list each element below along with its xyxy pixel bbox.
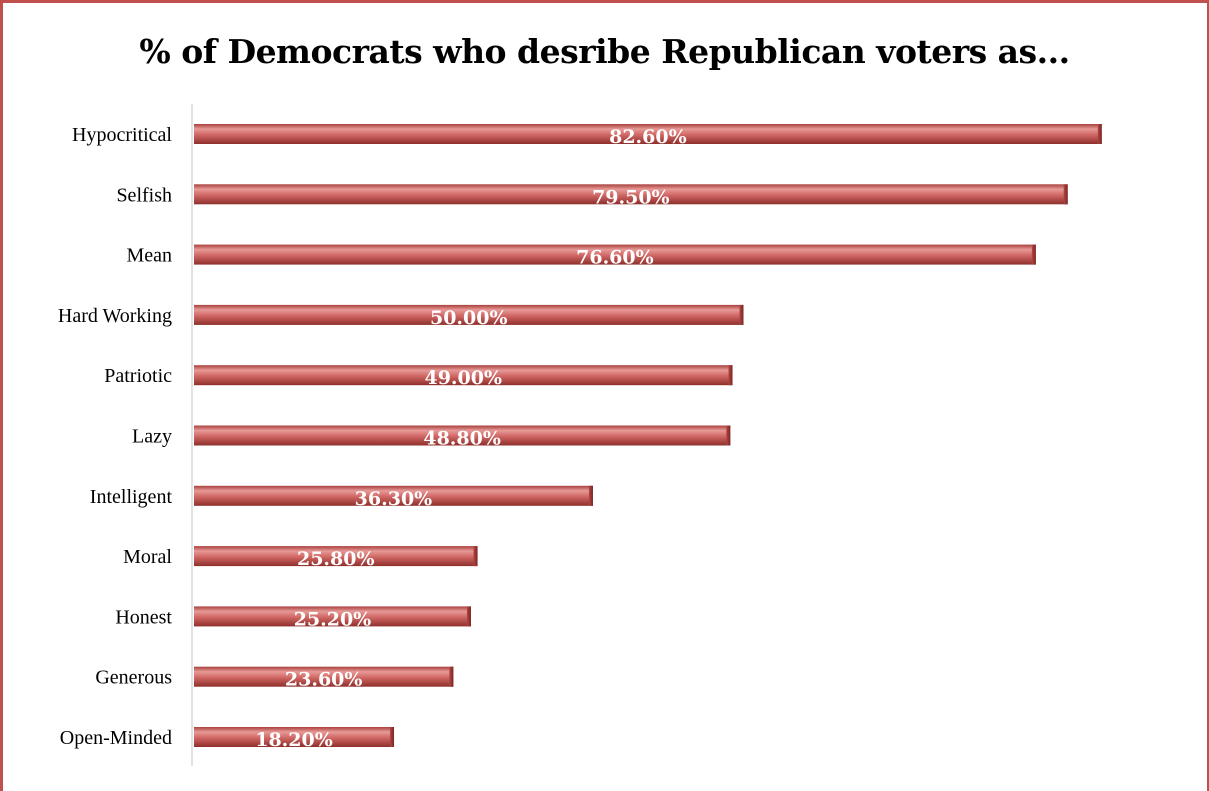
bar-lazy: [194, 425, 731, 446]
bar-hypocritical: [194, 124, 1102, 144]
category-label-hard-working: Hard Working: [58, 305, 172, 327]
bar-cap-lazy: [726, 425, 731, 446]
value-label-mean: 76.60%: [576, 247, 654, 269]
category-label-intelligent: Intelligent: [90, 486, 173, 508]
value-label-selfish: 79.50%: [592, 186, 670, 208]
bar-cap-intelligent: [588, 485, 593, 506]
value-label-hypocritical: 82.60%: [609, 126, 687, 148]
bar-mean: [194, 244, 1036, 265]
frame-left-border: [0, 0, 3, 791]
category-label-lazy: Lazy: [132, 426, 172, 448]
category-label-selfish: Selfish: [116, 184, 172, 206]
category-label-hypocritical: Hypocritical: [72, 124, 172, 146]
bar-cap-honest: [466, 606, 471, 627]
frame-top-border: [0, 0, 1209, 3]
value-label-hard-working: 50.00%: [430, 307, 508, 329]
value-label-open-minded: 18.20%: [255, 729, 333, 751]
bar-cap-moral: [473, 546, 478, 567]
value-label-intelligent: 36.30%: [355, 488, 433, 510]
bars-layer: [194, 124, 1102, 747]
bar-moral: [194, 546, 478, 567]
value-label-generous: 23.60%: [285, 669, 363, 691]
frame-right-border: [1207, 0, 1209, 791]
value-label-honest: 25.20%: [294, 608, 372, 630]
bar-cap-generous: [449, 666, 454, 687]
category-label-generous: Generous: [95, 667, 172, 689]
bar-cap-selfish: [1063, 184, 1068, 205]
category-labels: Hypocritical Selfish Mean Hard Working Patri…: [58, 124, 173, 749]
bar-generous: [194, 666, 454, 687]
bar-cap-hypocritical: [1097, 124, 1102, 144]
category-label-moral: Moral: [123, 546, 172, 568]
bar-open-minded: [194, 727, 395, 747]
category-label-patriotic: Patriotic: [104, 365, 172, 387]
bar-selfish: [194, 184, 1068, 205]
category-label-mean: Mean: [126, 245, 172, 267]
category-label-open-minded: Open-Minded: [60, 727, 172, 749]
bar-cap-open-minded: [390, 727, 395, 747]
category-label-honest: Honest: [115, 606, 172, 628]
bar-honest: [194, 606, 471, 627]
value-label-lazy: 48.80%: [423, 428, 501, 450]
bar-patriotic: [194, 365, 733, 386]
bar-hard-working: [194, 304, 744, 325]
bar-intelligent: [194, 485, 593, 506]
value-labels: 82.60% 79.50% 76.60% 50.00% 49.00% 48.80% 36.3…: [255, 126, 686, 751]
value-label-patriotic: 49.00%: [424, 367, 502, 389]
bar-cap-hard-working: [739, 304, 744, 325]
bar-cap-mean: [1031, 244, 1036, 265]
bar-cap-patriotic: [728, 365, 733, 386]
value-label-moral: 25.80%: [297, 548, 375, 570]
chart-title: % of Democrats who desribe Republican vo…: [139, 32, 1070, 71]
